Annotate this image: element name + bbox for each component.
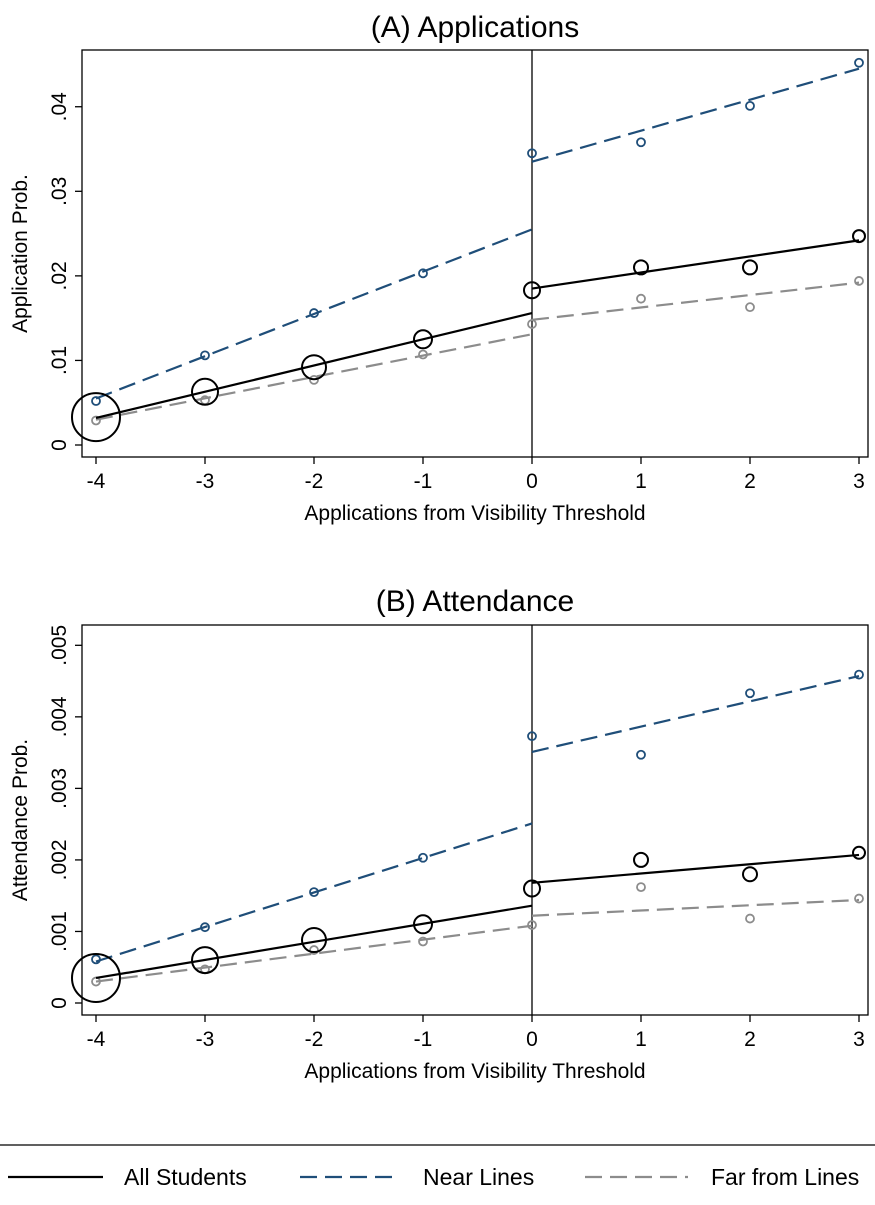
attendance-fit-left-far-from-lines [95,924,533,983]
applications-point-all-students [523,281,541,300]
applications-y-axis-label: Application Prob. [9,174,32,333]
applications-point-near-lines [745,100,755,111]
attendance-point-near-lines [200,922,210,933]
panel-applications: (A) Applications -4 -3 -2 -1 0 1 2 3 0 .01 .02 .03 .0… [9,11,869,525]
attendance-point-near-lines [418,852,428,863]
attendance-y-tick-label: .002 [48,839,71,880]
applications-point-far-from-lines [745,302,755,313]
applications-y-tick-label: .03 [48,177,71,206]
applications-point-all-students [191,377,219,406]
applications-y-tick-label: .04 [48,92,71,122]
applications-plot-frame [81,49,869,458]
attendance-fit-right-near-lines [531,674,860,753]
applications-point-near-lines [636,137,646,148]
attendance-x-tick-label: 2 [744,1028,756,1051]
applications-x-tick-label: -2 [305,470,324,493]
applications-y-tick-label: .02 [48,261,71,290]
applications-fit-left-all-students [95,312,533,420]
attendance-y-tick-label: .001 [48,911,71,952]
attendance-point-far-from-lines [636,882,646,893]
attendance-point-near-lines [527,731,537,742]
applications-point-far-from-lines [418,349,428,360]
attendance-plot-frame [81,624,869,1016]
attendance-y-tick-label: .004 [48,696,71,737]
applications-point-all-students [413,329,433,350]
attendance-point-all-students [852,845,866,860]
applications-fit-right-far-from-lines [531,281,860,321]
applications-point-all-students [742,259,758,276]
attendance-point-all-students [742,866,758,883]
attendance-point-near-lines [745,688,755,699]
attendance-point-far-from-lines [854,893,864,904]
applications-point-near-lines [854,57,864,68]
applications-point-near-lines [91,396,101,406]
attendance-point-near-lines [91,954,101,965]
attendance-point-far-from-lines [527,920,537,930]
panel-attendance: (B) Attendance -4 -3 -2 -1 0 1 2 3 0 .001 .002 .003.… [9,585,869,1083]
attendance-y-tick-label: .005 [48,625,71,666]
applications-point-near-lines [527,148,537,159]
attendance-point-near-lines [636,749,646,760]
applications-point-all-students [71,392,121,443]
attendance-point-far-from-lines [418,936,428,947]
applications-x-axis-label: Applications from Visibility Threshold [304,502,645,525]
attendance-point-near-lines [309,887,319,898]
applications-point-far-from-lines [309,374,319,385]
applications-y-tick-label: 0 [48,439,71,451]
attendance-x-tick-label: -4 [87,1028,106,1051]
attendance-x-tick-label: 0 [526,1028,538,1051]
applications-point-near-lines [418,268,428,279]
applications-x-tick-label: -4 [87,470,106,493]
applications-point-all-students [301,354,327,381]
attendance-point-far-from-lines [745,913,755,924]
attendance-x-tick-label: -2 [305,1028,324,1051]
applications-fit-left-near-lines [95,228,533,400]
attendance-point-near-lines [854,669,864,680]
attendance-fit-left-near-lines [95,822,533,963]
applications-point-near-lines [200,350,210,361]
attendance-x-tick-label: 1 [635,1028,647,1051]
attendance-point-all-students [71,952,121,1003]
attendance-fit-right-all-students [531,853,860,884]
applications-point-near-lines [309,308,319,318]
applications-y-tick-label: .01 [48,346,71,375]
attendance-y-tick-label: .003 [48,768,71,809]
applications-x-tick-label: -3 [196,470,215,493]
attendance-point-all-students [191,946,219,975]
applications-x-tick-label: 1 [635,470,647,493]
attendance-fit-left-all-students [95,904,533,980]
legend-label-all-students: All Students [124,1164,247,1190]
applications-point-far-from-lines [854,276,864,286]
applications-point-all-students [633,259,649,276]
applications-x-tick-label: 3 [853,470,865,493]
attendance-x-axis-label: Applications from Visibility Threshold [304,1060,645,1083]
attendance-y-axis-label: Attendance Prob. [9,739,32,901]
attendance-point-all-students [413,914,433,935]
attendance-point-all-students [633,851,649,868]
applications-x-tick-label: 2 [744,470,756,493]
applications-fit-right-all-students [531,239,860,290]
legend: All Students Near Lines Far from Lines [0,1144,875,1190]
attendance-x-tick-label: 3 [853,1028,865,1051]
applications-point-far-from-lines [636,293,646,304]
applications-point-far-from-lines [91,415,101,426]
applications-chart-title: (A) Applications [371,11,579,44]
attendance-point-all-students [523,879,541,898]
attendance-x-tick-label: -1 [414,1028,433,1051]
attendance-point-far-from-lines [309,945,319,955]
attendance-x-tick-label: -3 [196,1028,215,1051]
attendance-fit-right-far-from-lines [531,898,860,917]
attendance-chart-title: (B) Attendance [376,585,574,618]
applications-fit-right-near-lines [531,67,860,163]
attendance-point-all-students [301,927,327,954]
legend-label-far-from-lines: Far from Lines [711,1164,859,1190]
applications-point-far-from-lines [527,319,537,329]
applications-x-tick-label: -1 [414,470,433,493]
applications-point-all-students [852,229,866,244]
legend-label-near-lines: Near Lines [423,1164,534,1190]
attendance-y-tick-label: 0 [48,997,71,1009]
applications-x-tick-label: 0 [526,470,538,493]
